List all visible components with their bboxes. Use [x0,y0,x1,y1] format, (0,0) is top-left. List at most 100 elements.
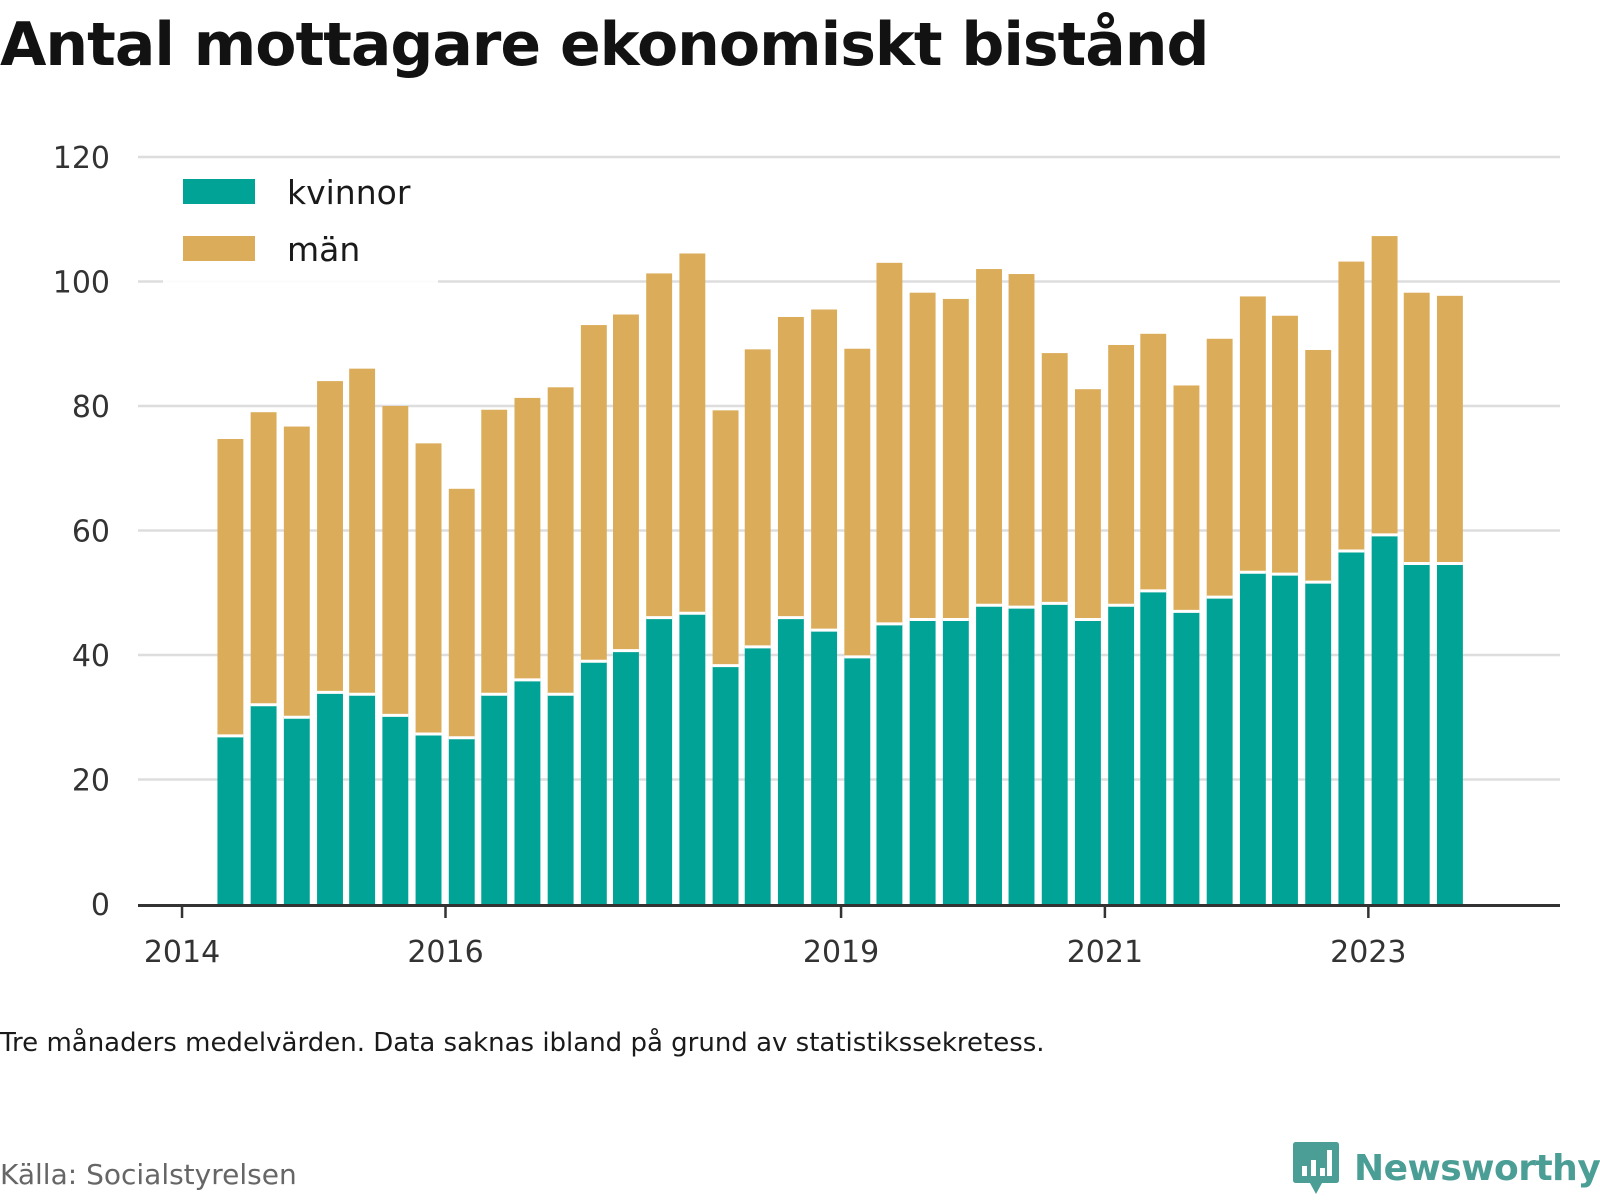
chart-note: Tre månaders medelvärden. Data saknas ib… [0,1028,1045,1058]
legend-label-kvinnor: kvinnor [287,173,411,212]
bar-man [1108,344,1135,606]
chart-title: Antal mottagare ekonomiskt bistånd [0,10,1209,80]
bar-kvinnor [580,661,607,904]
bar-kvinnor [217,735,244,904]
bar-kvinnor [744,646,771,904]
bar-man [1173,385,1200,612]
bar-kvinnor [876,623,903,904]
bar-kvinnor [613,650,639,904]
bar-man [1074,389,1101,620]
source-credit: Källa: Socialstyrelsen [0,1158,297,1191]
bar-kvinnor [679,613,706,904]
bar-man [712,410,739,666]
y-tick-label: 20 [72,764,110,799]
bar-kvinnor [1239,572,1266,904]
legend-swatch-kvinnor [183,179,255,204]
legend-label-man: män [287,230,360,269]
bar-kvinnor [1173,611,1200,904]
bar-man [217,438,244,736]
bar-man [679,253,706,614]
bar-man [1338,261,1365,552]
bar-kvinnor [1371,534,1398,904]
y-tick-label: 120 [53,141,110,176]
legend: kvinnor män [163,168,438,283]
bar-kvinnor [1008,607,1035,904]
bar-kvinnor [844,656,871,904]
bar-kvinnor [1108,605,1135,904]
bar-kvinnor [1272,574,1298,904]
bar-man [448,488,475,738]
bar-man [349,368,376,695]
x-tick-label: 2016 [407,935,483,970]
bar-kvinnor [1338,551,1365,904]
bars [217,236,1463,904]
bar-man [481,409,508,695]
bar-man [382,406,409,716]
y-tick-label: 60 [72,515,110,550]
bar-man [777,316,804,618]
bar-kvinnor [283,717,310,904]
bar-kvinnor [317,692,343,904]
bar-man [844,348,871,657]
bar-kvinnor [349,694,376,904]
y-axis-ticks: 0 20 40 60 80 100 120 [53,141,110,923]
bar-kvinnor [646,617,673,904]
bar-man [1140,333,1167,591]
bar-man [646,273,673,618]
x-axis: 2014 2016 2019 2021 2023 [138,904,1560,970]
x-tick-label: 2014 [144,935,220,970]
bar-kvinnor [250,704,277,904]
brand-logo: Newsworthy [1292,1140,1600,1196]
bar-kvinnor [976,605,1002,904]
bar-man [1239,296,1266,573]
bar-man [1008,274,1035,608]
bar-kvinnor [777,617,804,904]
bar-man [415,443,442,735]
bar-man [514,397,541,680]
bar-man [547,387,574,695]
bar-kvinnor [1403,563,1430,904]
x-tick-label: 2023 [1330,935,1406,970]
bar-man [876,262,903,624]
bar-man [1206,338,1233,598]
bar-kvinnor [382,715,409,904]
x-tick-label: 2019 [803,935,879,970]
bar-kvinnor [514,679,541,904]
legend-swatch-man [183,236,255,261]
bar-man [1371,236,1398,535]
bar-man [811,309,838,631]
bar-man [909,292,936,620]
bar-kvinnor [1436,563,1463,904]
bar-man [283,426,310,718]
bar-kvinnor [415,734,442,904]
y-tick-label: 0 [91,888,110,923]
bar-man [976,269,1002,606]
x-tick-label: 2021 [1067,935,1143,970]
bar-kvinnor [909,619,936,904]
bar-man [317,381,343,693]
bar-kvinnor [1140,590,1167,904]
bar-kvinnor [1206,597,1233,904]
bar-kvinnor [712,665,739,904]
bar-man [1041,353,1068,604]
brand-name: Newsworthy [1354,1147,1600,1189]
bar-man [580,325,607,662]
bar-kvinnor [811,630,838,904]
bar-man [1272,315,1298,575]
bar-man [942,298,969,620]
bar-kvinnor [1074,619,1101,904]
bar-man [1305,349,1332,583]
bar-kvinnor [1305,582,1332,904]
bar-man [744,349,771,647]
bar-kvinnor [1041,603,1068,904]
bar-man [250,412,277,705]
bar-man [613,314,639,651]
bar-kvinnor [942,619,969,904]
bar-kvinnor [481,694,508,904]
bar-man [1403,292,1430,564]
y-tick-label: 80 [72,390,110,425]
y-tick-label: 40 [72,639,110,674]
bar-man [1436,295,1463,564]
bar-kvinnor [547,694,574,904]
